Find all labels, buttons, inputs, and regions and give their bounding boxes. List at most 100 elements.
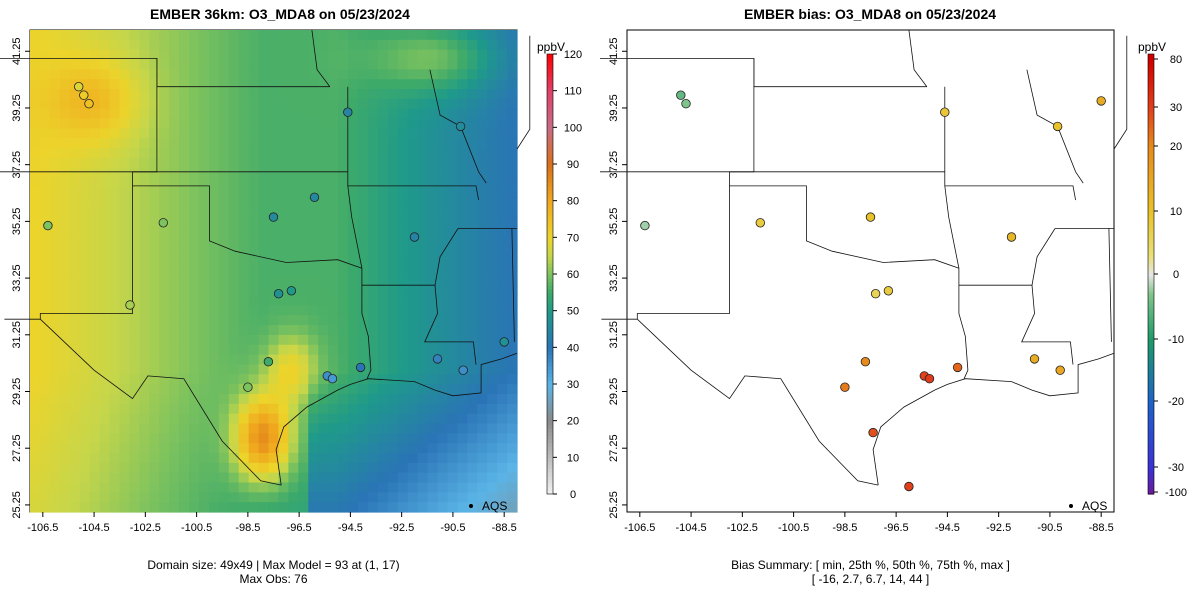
ozone-cell bbox=[208, 502, 220, 513]
ozone-cell bbox=[189, 256, 200, 267]
ozone-cell bbox=[338, 69, 349, 80]
colorbar-tick-label: 20 bbox=[1170, 141, 1182, 153]
ozone-cell bbox=[149, 384, 160, 395]
ozone-cell bbox=[288, 354, 299, 366]
ozone-cell bbox=[99, 413, 111, 425]
ozone-cell bbox=[427, 492, 439, 503]
ozone-cell bbox=[367, 187, 379, 198]
ozone-cell bbox=[507, 266, 518, 277]
ozone-cell bbox=[268, 492, 280, 503]
ozone-cell bbox=[387, 216, 399, 228]
ozone-cell bbox=[308, 118, 319, 129]
ozone-cell bbox=[79, 30, 91, 41]
ozone-cell bbox=[377, 138, 389, 149]
ozone-cell bbox=[338, 344, 349, 356]
ozone-cell bbox=[367, 305, 379, 316]
ozone-cell bbox=[268, 364, 280, 375]
ozone-cell bbox=[367, 128, 379, 139]
ozone-cell bbox=[328, 128, 339, 139]
colorbar-segment bbox=[1148, 193, 1154, 197]
ozone-cell bbox=[417, 79, 429, 90]
ozone-cell bbox=[278, 187, 290, 198]
ozone-cell bbox=[149, 344, 160, 356]
colorbar-segment bbox=[547, 288, 553, 293]
ozone-cell bbox=[447, 344, 458, 356]
ozone-cell bbox=[437, 413, 449, 425]
ozone-cell bbox=[288, 39, 299, 51]
aqs-site-marker bbox=[860, 357, 871, 367]
ozone-cell bbox=[119, 482, 130, 493]
colorbar-segment bbox=[1148, 166, 1154, 170]
ozone-cell bbox=[99, 59, 111, 70]
ozone-cell bbox=[457, 502, 468, 513]
ozone-cell bbox=[357, 216, 369, 228]
ozone-cell bbox=[208, 413, 220, 425]
ozone-cell bbox=[238, 393, 250, 405]
ozone-cell bbox=[218, 30, 230, 41]
ozone-cell bbox=[348, 384, 359, 395]
ozone-cell bbox=[467, 246, 478, 257]
ozone-cell bbox=[179, 482, 190, 493]
colorbar-segment bbox=[547, 83, 553, 88]
ozone-cell bbox=[248, 403, 260, 415]
state-border bbox=[516, 35, 531, 150]
ozone-cell bbox=[298, 266, 309, 277]
ozone-cell bbox=[129, 344, 140, 356]
ozone-cell bbox=[109, 236, 121, 248]
left-aqs-sites bbox=[43, 81, 509, 392]
aqs-site-marker bbox=[840, 382, 850, 392]
ozone-cell bbox=[357, 197, 369, 208]
ozone-cell bbox=[397, 315, 409, 326]
ozone-cell bbox=[129, 393, 140, 405]
ozone-cell bbox=[189, 226, 200, 238]
ozone-cell bbox=[477, 69, 488, 80]
ozone-cell bbox=[208, 108, 220, 120]
ozone-cell bbox=[348, 413, 359, 425]
colorbar-segment bbox=[1148, 408, 1154, 412]
ozone-cell bbox=[198, 285, 210, 297]
ozone-cell bbox=[39, 69, 51, 80]
ozone-cell bbox=[139, 492, 150, 503]
ozone-cell bbox=[507, 334, 518, 346]
ozone-cell bbox=[407, 79, 419, 90]
aqs-site-marker bbox=[952, 362, 963, 373]
ozone-cell bbox=[69, 285, 81, 297]
ozone-cell bbox=[208, 374, 220, 385]
ozone-cell bbox=[477, 472, 488, 484]
ozone-cell bbox=[258, 472, 270, 484]
ozone-cell bbox=[159, 59, 170, 70]
colorbar-segment bbox=[547, 310, 553, 315]
ozone-cell bbox=[377, 128, 389, 139]
ozone-cell bbox=[507, 98, 518, 110]
ozone-cell bbox=[298, 393, 309, 405]
ozone-cell bbox=[447, 413, 458, 425]
ozone-cell bbox=[159, 148, 170, 159]
ozone-cell bbox=[387, 275, 399, 287]
ozone-cell bbox=[268, 98, 280, 110]
ozone-cell bbox=[427, 89, 439, 100]
ozone-cell bbox=[248, 295, 260, 307]
ozone-cell bbox=[427, 305, 439, 316]
aqs-site-marker bbox=[1055, 365, 1065, 375]
colorbar-segment bbox=[1148, 464, 1154, 468]
ozone-cell bbox=[298, 79, 309, 90]
ozone-cell bbox=[129, 266, 140, 277]
ozone-cell bbox=[99, 452, 111, 464]
ozone-cell bbox=[218, 374, 230, 385]
colorbar-segment bbox=[1148, 142, 1154, 146]
colorbar-segment bbox=[1148, 281, 1154, 285]
x-tick-label: -96.5 bbox=[884, 522, 909, 534]
colorbar-segment bbox=[547, 76, 553, 81]
ozone-cell bbox=[228, 374, 240, 385]
ozone-cell bbox=[427, 108, 439, 120]
ozone-cell bbox=[427, 246, 439, 257]
left-map-title: EMBER 36km: O3_MDA8 on 05/23/2024 bbox=[150, 6, 410, 22]
ozone-cell bbox=[129, 472, 140, 484]
ozone-cell bbox=[507, 462, 518, 474]
ozone-cell bbox=[467, 49, 478, 61]
colorbar-segment bbox=[1148, 467, 1154, 471]
ozone-cell bbox=[69, 30, 81, 41]
ozone-cell bbox=[149, 226, 160, 238]
colorbar-tick-label: 120 bbox=[564, 49, 582, 61]
ozone-cell bbox=[447, 138, 458, 149]
